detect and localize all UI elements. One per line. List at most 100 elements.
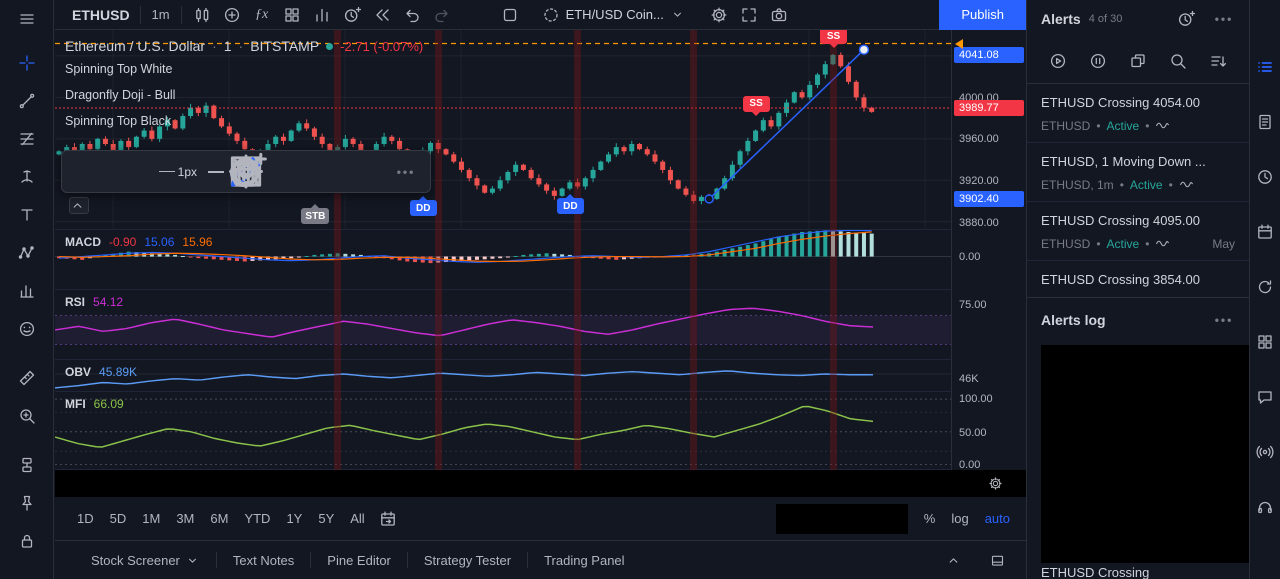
create-alert-button[interactable] xyxy=(337,2,367,28)
range-3m[interactable]: 3M xyxy=(176,511,195,526)
tool-pitchfork[interactable] xyxy=(8,158,46,195)
drawing-more-button[interactable]: ••• xyxy=(387,154,425,189)
rsi-legend[interactable]: RSI 54.12 xyxy=(65,295,123,309)
tab-trading-panel[interactable]: Trading Panel xyxy=(528,541,640,579)
auto-scale-button[interactable]: auto xyxy=(984,511,1010,526)
object-tree-button[interactable] xyxy=(8,446,46,483)
tool-trend-line[interactable] xyxy=(8,82,46,119)
clone-alert-button[interactable] xyxy=(1123,48,1153,74)
symbol-title[interactable]: Ethereum / U.S. Dollar xyxy=(65,38,206,54)
pattern-badge-dd[interactable]: DD xyxy=(409,196,437,217)
main-menu-button[interactable] xyxy=(5,2,49,36)
macd-pane[interactable]: MACD -0.90 15.06 15.96 xyxy=(55,230,951,290)
alert-item-1[interactable]: ETHUSD Crossing 4054.00 ETHUSD • Active … xyxy=(1027,84,1249,143)
sync-button[interactable] xyxy=(1254,276,1276,298)
compare-button[interactable] xyxy=(217,2,247,28)
range-1y[interactable]: 1Y xyxy=(286,511,303,526)
restart-all-alerts-button[interactable] xyxy=(1043,48,1073,74)
main-price-pane[interactable]: STB DD DD SS SS Ethereum / U.S. Dollar · 1 ·… xyxy=(55,30,951,230)
obv-pane[interactable]: OBV 45.89K xyxy=(55,360,951,392)
pattern-badge-stb[interactable]: STB xyxy=(301,204,330,225)
support-button[interactable] xyxy=(1254,496,1276,518)
lock-drawings-button[interactable] xyxy=(8,522,46,559)
tool-fib[interactable] xyxy=(8,120,46,157)
line-width-button[interactable]: 1px xyxy=(159,154,197,189)
undo-button[interactable] xyxy=(397,2,427,28)
tab-pine-editor[interactable]: Pine Editor xyxy=(311,541,407,579)
indicator-templates-button[interactable] xyxy=(277,2,307,28)
sort-alerts-button[interactable] xyxy=(1203,48,1233,74)
tab-text-notes[interactable]: Text Notes xyxy=(217,541,310,579)
financials-button[interactable] xyxy=(307,2,337,28)
pattern-badge-dd[interactable]: DD xyxy=(556,194,584,215)
mfi-legend[interactable]: MFI 66.09 xyxy=(65,397,124,411)
alerts-more-button[interactable]: ••• xyxy=(1209,6,1239,32)
indicator-label-pattern-2[interactable]: Dragonfly Doji - Bull xyxy=(65,88,176,102)
publish-button[interactable]: Publish xyxy=(939,0,1026,30)
tab-strategy-tester[interactable]: Strategy Tester xyxy=(408,541,527,579)
streams-button[interactable] xyxy=(1254,441,1276,463)
mfi-pane[interactable]: MFI 66.09 xyxy=(55,392,951,470)
create-alert-button[interactable] xyxy=(1171,6,1201,32)
range-1m[interactable]: 1M xyxy=(142,511,161,526)
rsi-pane[interactable]: RSI 54.12 xyxy=(55,290,951,360)
stop-all-alerts-button[interactable] xyxy=(1083,48,1113,74)
alert-item-4[interactable]: ETHUSD Crossing 3854.00 xyxy=(1027,261,1249,297)
range-ytd[interactable]: YTD xyxy=(244,511,271,526)
line-style-button[interactable] xyxy=(197,154,235,189)
price-axis[interactable]: 4041.08 4000.00 3989.77 3960.00 3920.00 3902.… xyxy=(950,30,1026,471)
maximize-panel-button[interactable] xyxy=(982,547,1012,573)
snapshot-button[interactable] xyxy=(764,2,794,28)
chart-type-button[interactable] xyxy=(187,2,217,28)
calendar-button[interactable] xyxy=(1254,221,1276,243)
fullscreen-button[interactable] xyxy=(734,2,764,28)
range-1d[interactable]: 1D xyxy=(77,511,94,526)
watchlist-button[interactable] xyxy=(1254,56,1276,78)
alerts-log-more-button[interactable]: ••• xyxy=(1209,307,1239,333)
indicators-button[interactable]: ƒx xyxy=(247,2,277,28)
obv-legend[interactable]: OBV 45.89K xyxy=(65,365,137,379)
symbol-button[interactable]: ETHUSD xyxy=(72,6,130,23)
tab-stock-screener[interactable]: Stock Screener xyxy=(75,541,216,579)
range-5d[interactable]: 5D xyxy=(109,511,127,526)
plot-column[interactable]: STB DD DD SS SS Ethereum / U.S. Dollar · 1 ·… xyxy=(55,30,951,470)
news-button[interactable] xyxy=(1254,111,1276,133)
pin-drawings-button[interactable] xyxy=(8,484,46,521)
quick-search-button[interactable]: ETH/USD Coin... xyxy=(537,2,690,28)
go-to-date-button[interactable] xyxy=(373,506,403,532)
search-alerts-button[interactable] xyxy=(1163,48,1193,74)
percent-scale-button[interactable]: % xyxy=(923,511,936,526)
alert-item-2[interactable]: ETHUSD, 1 Moving Down ... ETHUSD, 1m • A… xyxy=(1027,143,1249,202)
tool-pattern[interactable] xyxy=(8,234,46,271)
alert-marker-icon[interactable] xyxy=(950,38,963,49)
layout-button[interactable] xyxy=(495,2,525,28)
pattern-badge-ss[interactable]: SS xyxy=(742,95,770,116)
indicator-label-pattern-1[interactable]: Spinning Top White xyxy=(65,62,173,76)
bar-replay-button[interactable] xyxy=(367,2,397,28)
tool-zoom-in[interactable] xyxy=(8,397,46,434)
chat-button[interactable] xyxy=(1254,386,1276,408)
tool-forecast[interactable] xyxy=(8,272,46,309)
range-6m[interactable]: 6M xyxy=(210,511,229,526)
pane-settings-button[interactable] xyxy=(980,473,1010,495)
redo-button[interactable] xyxy=(427,2,457,28)
interval-button[interactable]: 1m xyxy=(151,7,170,22)
chart-settings-button[interactable] xyxy=(704,2,734,28)
tool-emoji[interactable] xyxy=(8,310,46,347)
open-panel-button[interactable] xyxy=(938,547,968,573)
range-5y[interactable]: 5Y xyxy=(318,511,335,526)
legend-collapse-button[interactable] xyxy=(69,197,89,214)
alert-log-entry-clipped[interactable]: ETHUSD Crossing xyxy=(1041,565,1150,579)
pattern-badge-ss[interactable]: SS xyxy=(820,30,847,49)
log-scale-button[interactable]: log xyxy=(951,511,969,526)
macd-legend[interactable]: MACD -0.90 15.06 15.96 xyxy=(65,235,212,249)
tool-crosshair[interactable] xyxy=(8,44,46,81)
market-status-dot[interactable] xyxy=(326,42,334,50)
alert-item-3[interactable]: ETHUSD Crossing 4095.00 ETHUSD • Active … xyxy=(1027,202,1249,261)
drawing-delete-button[interactable] xyxy=(349,154,387,189)
tool-text[interactable] xyxy=(8,196,46,233)
tool-measure[interactable] xyxy=(8,359,46,396)
range-all[interactable]: All xyxy=(350,511,365,526)
ideas-button[interactable] xyxy=(1254,331,1276,353)
indicator-label-pattern-3[interactable]: Spinning Top Black xyxy=(65,114,172,128)
